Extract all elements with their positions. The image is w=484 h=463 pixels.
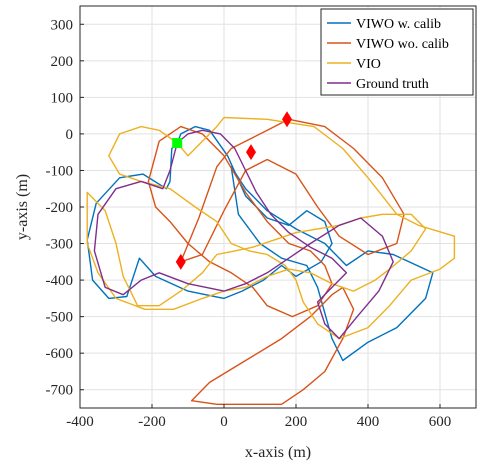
y-tick-label: -200 <box>46 200 74 216</box>
series-vio-line <box>86 191 427 310</box>
legend-box <box>320 8 474 96</box>
legend-viwo-w-calib-label: VIWO w. calib <box>356 17 441 32</box>
red-diamond-marker <box>175 253 186 270</box>
x-tick-label: -200 <box>138 414 166 430</box>
x-tick-label: 600 <box>429 414 452 430</box>
y-tick-label: 200 <box>51 54 74 70</box>
series-viwo-wo-calib-line <box>180 118 405 263</box>
x-tick-label: 400 <box>357 414 380 430</box>
y-tick-label: -600 <box>46 346 74 362</box>
legend-ground-truth-label: Ground truth <box>356 77 429 92</box>
series-viwo-w-calib-line <box>86 125 333 300</box>
y-tick-label: 300 <box>51 17 74 33</box>
x-tick-label: 200 <box>285 414 308 430</box>
red-diamond-marker <box>246 144 256 161</box>
y-tick-label: -400 <box>46 273 74 289</box>
y-axis-title: y-axis (m) <box>14 174 31 240</box>
y-tick-label: -100 <box>46 163 74 179</box>
series-lines <box>86 116 456 405</box>
ticks: -400 -200 0 200 400 600 -700 -600 -500 -400 -300 -2… <box>46 17 452 430</box>
series-viwo-wo-calib-line <box>190 286 355 405</box>
series-vio-line <box>108 116 456 340</box>
legend-viwo-wo-calib-label: VIWO wo. calib <box>356 37 449 52</box>
y-tick-label: -300 <box>46 237 74 253</box>
x-tick-label: 0 <box>220 414 228 430</box>
y-tick-label: -700 <box>46 383 74 399</box>
series-ground-truth-line <box>93 129 394 340</box>
markers <box>172 111 292 270</box>
y-tick-label: 100 <box>51 90 74 106</box>
x-axis-title: x-axis (m) <box>245 444 311 461</box>
x-tick-label: -400 <box>66 414 94 430</box>
legend: VIWO w. calib VIWO wo. calib VIO Ground tru… <box>320 8 474 96</box>
y-tick-label: -500 <box>46 310 74 326</box>
legend-vio-label: VIO <box>356 57 381 72</box>
red-diamond-marker <box>282 111 292 128</box>
y-tick-label: 0 <box>66 127 74 143</box>
start-marker <box>172 138 183 149</box>
